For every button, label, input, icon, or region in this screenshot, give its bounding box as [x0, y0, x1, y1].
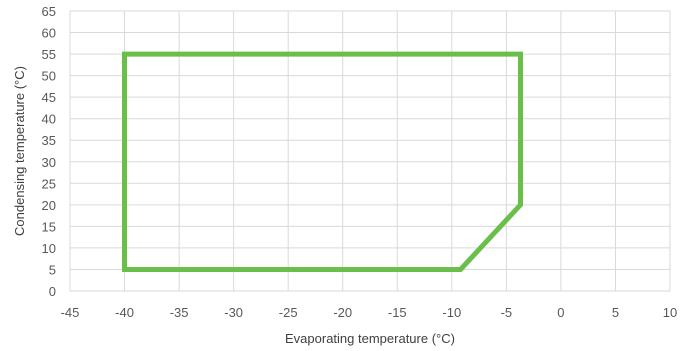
x-tick-label: -10	[442, 305, 461, 320]
x-tick-label: 10	[663, 305, 677, 320]
x-tick-label: -40	[115, 305, 134, 320]
x-tick-label: -35	[170, 305, 189, 320]
y-tick-label: 5	[49, 262, 56, 277]
y-tick-label: 10	[42, 241, 56, 256]
y-tick-label: 30	[42, 155, 56, 170]
y-tick-labels: 0 5 10 15 20 25 30 35 40 45 50 55 60 65	[42, 4, 56, 299]
plot-area-border	[69, 10, 671, 292]
x-tick-label: -30	[224, 305, 243, 320]
y-tick-label: 45	[42, 90, 56, 105]
y-tick-label: 55	[42, 47, 56, 62]
operating-envelope-line	[122, 51, 523, 272]
y-tick-label: 65	[42, 4, 56, 19]
x-axis-title: Evaporating temperature (°C)	[285, 331, 455, 346]
x-tick-label: -25	[279, 305, 298, 320]
x-tick-label: -5	[501, 305, 513, 320]
y-tick-label: 35	[42, 133, 56, 148]
y-tick-label: 25	[42, 176, 56, 191]
y-tick-label: 15	[42, 219, 56, 234]
y-tick-label: 0	[49, 284, 56, 299]
x-tick-label: 0	[557, 305, 564, 320]
y-tick-label: 40	[42, 112, 56, 127]
y-tick-label: 60	[42, 26, 56, 41]
x-tick-label: 5	[612, 305, 619, 320]
x-tick-labels: -45 -40 -35 -30 -25 -20 -15 -10 -5 0 5 10	[61, 305, 678, 320]
x-tick-label: -20	[333, 305, 352, 320]
y-axis-title: Condensing temperature (°C)	[12, 66, 27, 236]
y-tick-label: 20	[42, 198, 56, 213]
x-tick-label: -15	[388, 305, 407, 320]
x-tick-label: -45	[61, 305, 80, 320]
series-layer	[122, 51, 523, 272]
y-tick-label: 50	[42, 69, 56, 84]
